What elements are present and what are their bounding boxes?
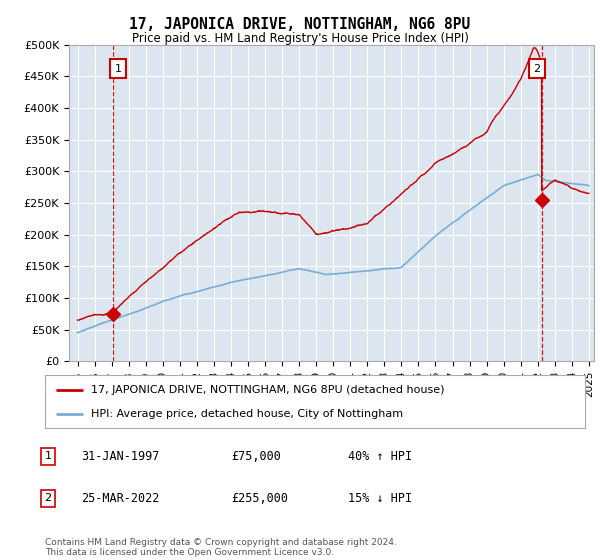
Text: 1: 1 — [115, 64, 122, 74]
Text: HPI: Average price, detached house, City of Nottingham: HPI: Average price, detached house, City… — [91, 409, 403, 419]
Text: Price paid vs. HM Land Registry's House Price Index (HPI): Price paid vs. HM Land Registry's House … — [131, 32, 469, 45]
Text: 15% ↓ HPI: 15% ↓ HPI — [348, 492, 412, 505]
Text: 2: 2 — [44, 493, 52, 503]
Text: 31-JAN-1997: 31-JAN-1997 — [81, 450, 160, 463]
Text: 40% ↑ HPI: 40% ↑ HPI — [348, 450, 412, 463]
Text: 1: 1 — [44, 451, 52, 461]
Text: £255,000: £255,000 — [231, 492, 288, 505]
Text: 17, JAPONICA DRIVE, NOTTINGHAM, NG6 8PU: 17, JAPONICA DRIVE, NOTTINGHAM, NG6 8PU — [130, 17, 470, 32]
Text: 17, JAPONICA DRIVE, NOTTINGHAM, NG6 8PU (detached house): 17, JAPONICA DRIVE, NOTTINGHAM, NG6 8PU … — [91, 385, 445, 395]
Text: £75,000: £75,000 — [231, 450, 281, 463]
Text: Contains HM Land Registry data © Crown copyright and database right 2024.
This d: Contains HM Land Registry data © Crown c… — [45, 538, 397, 557]
Text: 25-MAR-2022: 25-MAR-2022 — [81, 492, 160, 505]
Text: 2: 2 — [533, 64, 540, 74]
